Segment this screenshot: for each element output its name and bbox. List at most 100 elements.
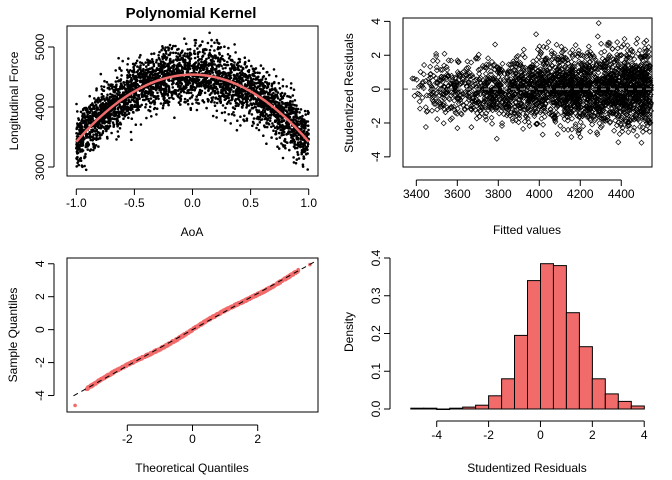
data-point	[298, 116, 302, 120]
data-point	[284, 146, 287, 150]
data-point	[105, 135, 109, 139]
data-point	[206, 100, 210, 103]
data-point	[88, 135, 92, 138]
data-point	[194, 66, 197, 70]
data-point	[156, 94, 160, 98]
data-point	[179, 99, 182, 103]
data-point	[167, 48, 170, 52]
data-point	[277, 131, 281, 135]
data-point	[75, 102, 78, 106]
data-point	[126, 74, 129, 77]
data-point	[177, 79, 180, 83]
residual-point	[595, 20, 602, 27]
data-point	[113, 90, 116, 94]
residual-point	[614, 39, 621, 46]
data-point	[113, 97, 117, 101]
data-point	[136, 105, 139, 109]
data-point	[295, 137, 299, 140]
data-point	[301, 163, 305, 166]
data-point	[220, 64, 223, 68]
data-point	[75, 150, 79, 154]
data-point	[180, 76, 184, 79]
data-point	[92, 136, 95, 139]
data-point	[296, 153, 300, 156]
panel-title-force: Polynomial Kernel	[126, 5, 257, 22]
x-tick-label: 0.0	[184, 196, 201, 210]
data-point	[262, 124, 266, 127]
data-point	[102, 95, 105, 98]
data-point	[265, 105, 269, 108]
data-point	[244, 78, 248, 81]
data-point	[213, 104, 217, 107]
data-point	[297, 157, 301, 160]
data-point	[125, 113, 128, 117]
data-point	[164, 92, 167, 95]
data-point	[221, 54, 224, 58]
data-point	[193, 89, 196, 92]
data-point	[266, 117, 270, 121]
data-point	[208, 31, 211, 35]
data-point	[206, 84, 210, 88]
data-point	[255, 126, 258, 130]
data-point	[231, 67, 234, 70]
data-point	[88, 94, 91, 98]
data-point	[306, 168, 310, 171]
data-point	[242, 118, 245, 121]
data-point	[104, 101, 108, 105]
data-point	[250, 94, 253, 98]
data-point	[183, 66, 187, 70]
residual-point	[633, 40, 640, 47]
data-point	[189, 52, 192, 55]
data-point	[161, 46, 165, 50]
data-point	[219, 97, 222, 101]
data-point	[281, 84, 285, 88]
data-point	[155, 113, 158, 116]
data-point	[207, 86, 210, 90]
data-point	[95, 87, 98, 90]
data-point	[303, 150, 307, 153]
data-point	[152, 62, 156, 66]
data-point	[168, 96, 171, 100]
data-point	[167, 53, 170, 57]
data-point	[132, 111, 135, 114]
data-point	[79, 121, 82, 125]
data-point	[225, 102, 229, 105]
data-point	[185, 64, 188, 67]
data-point	[227, 46, 230, 50]
residual-point	[553, 41, 560, 48]
data-point	[243, 114, 246, 118]
data-point	[99, 72, 103, 76]
data-point	[180, 50, 184, 54]
data-point	[263, 111, 266, 114]
data-point	[197, 62, 200, 65]
residual-point	[577, 119, 584, 126]
data-point	[170, 96, 173, 99]
data-point	[244, 95, 247, 99]
data-point	[159, 81, 162, 84]
data-point	[191, 102, 194, 106]
data-point	[139, 76, 142, 80]
data-point	[291, 119, 295, 122]
data-point	[81, 116, 85, 119]
data-point	[108, 88, 111, 91]
data-point	[203, 52, 206, 55]
data-point	[239, 77, 243, 81]
data-point	[276, 116, 280, 120]
data-point	[288, 148, 291, 152]
data-point	[228, 93, 231, 96]
data-point	[268, 90, 272, 93]
data-point	[79, 144, 83, 147]
data-point	[280, 119, 284, 123]
data-point	[277, 119, 280, 122]
data-point	[161, 55, 164, 58]
data-point	[167, 87, 171, 90]
data-point	[85, 110, 89, 114]
data-point	[255, 77, 259, 81]
data-point	[245, 106, 248, 109]
data-point	[276, 104, 279, 107]
data-point	[159, 60, 163, 63]
data-point	[298, 111, 301, 114]
data-point	[86, 113, 90, 116]
data-point	[204, 77, 207, 81]
